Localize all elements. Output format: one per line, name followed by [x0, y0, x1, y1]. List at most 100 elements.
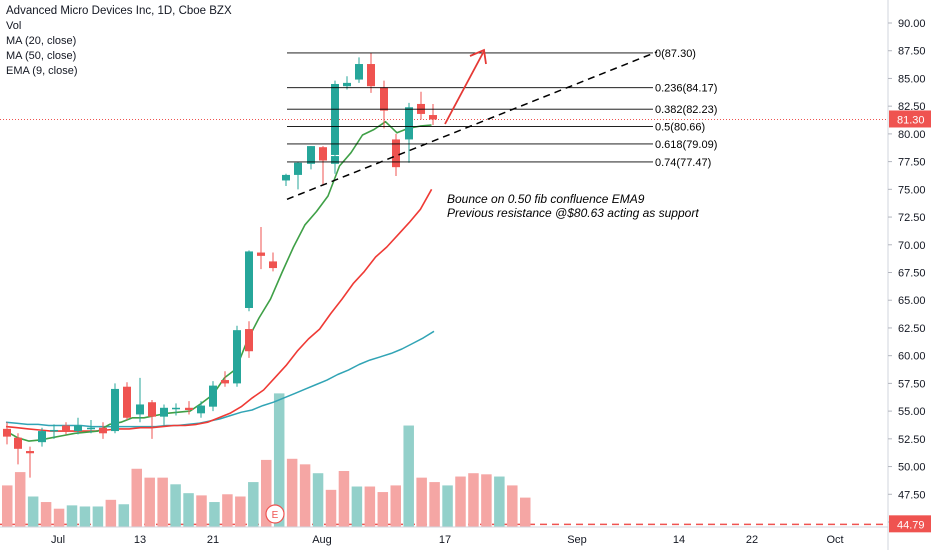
candle[interactable] [136, 377, 144, 423]
volume-bar [325, 489, 337, 527]
candle-body [62, 425, 70, 432]
candle[interactable] [269, 252, 277, 272]
candle[interactable] [123, 382, 131, 420]
candle[interactable] [62, 422, 70, 435]
indicator-ema9[interactable]: EMA (9, close) [6, 65, 78, 77]
volume-bar [312, 473, 324, 527]
candle-body [257, 252, 265, 256]
candle[interactable] [257, 227, 265, 270]
ema9-line [5, 120, 432, 442]
candle-body [74, 425, 82, 432]
candle-body [355, 64, 363, 80]
price-tick-label: 90.00 [898, 18, 926, 30]
candle[interactable] [307, 146, 315, 170]
candle-body [3, 428, 11, 437]
candle-body [269, 261, 277, 269]
price-tick-label: 47.50 [898, 489, 926, 501]
candle-body [172, 407, 180, 410]
volume-bar [377, 492, 389, 527]
time-tick-label: 17 [439, 534, 451, 546]
fib-level-label: 0(87.30) [655, 48, 696, 60]
volume-bar [105, 499, 117, 527]
volume-bar [351, 486, 363, 527]
candle[interactable] [50, 424, 58, 439]
time-axis[interactable]: Jul 13 21 Aug 17 Sep 14 22 Oct [0, 526, 888, 546]
price-tick-label: 60.00 [898, 351, 926, 363]
candle[interactable] [367, 52, 375, 93]
indicator-ma20[interactable]: MA (20, close) [6, 35, 77, 47]
candle[interactable] [380, 80, 388, 129]
candle[interactable] [429, 103, 437, 126]
price-tick-label: 87.50 [898, 46, 926, 58]
fibonacci-retracement[interactable]: 0(87.30) 0.236(84.17) 0.382(82.23) 0.5(80.6… [287, 48, 717, 169]
candle[interactable] [87, 419, 95, 434]
candle[interactable] [392, 133, 400, 177]
candle[interactable] [221, 371, 229, 387]
moving-averages [5, 120, 435, 442]
volume-bar [209, 502, 220, 527]
candle-body [405, 107, 413, 140]
low-price-tag-text: 44.79 [897, 519, 925, 531]
candle[interactable] [38, 427, 46, 447]
candle-body [87, 427, 95, 430]
indicator-ma50[interactable]: MA (50, close) [6, 50, 77, 62]
arrow-head-icon[interactable] [469, 48, 487, 65]
candle[interactable] [99, 422, 107, 439]
indicator-vol[interactable]: Vol [6, 20, 22, 32]
last-price-tag: 81.30 [889, 110, 931, 128]
candle-body [209, 385, 217, 407]
candle-body [367, 64, 375, 87]
volume-bar [248, 482, 259, 527]
price-tick-label: 52.50 [898, 434, 926, 446]
candle[interactable] [405, 102, 413, 163]
candle[interactable] [3, 422, 11, 445]
candle[interactable] [172, 403, 180, 416]
candle-body [197, 405, 205, 414]
price-tick-label: 77.50 [898, 157, 926, 169]
candle[interactable] [26, 446, 34, 478]
volume-bar [403, 425, 414, 527]
candle[interactable] [245, 321, 253, 358]
price-tick-label: 75.00 [898, 184, 926, 196]
candlesticks[interactable] [3, 52, 437, 478]
candle[interactable] [197, 401, 205, 418]
candle[interactable] [74, 417, 82, 435]
candle[interactable] [417, 91, 425, 120]
symbol-title[interactable]: Advanced Micro Devices Inc, 1D, Cboe BZX [6, 5, 232, 17]
time-tick-label: Sep [567, 534, 587, 546]
candle[interactable] [111, 383, 119, 434]
candle-body [148, 402, 156, 417]
earnings-marker-circle[interactable] [265, 504, 285, 524]
volume-bar [14, 472, 26, 527]
volume-bar [222, 494, 233, 527]
earnings-marker[interactable]: E [265, 504, 285, 524]
candle[interactable] [294, 161, 302, 190]
time-tick-label: Jul [51, 534, 65, 546]
volume-bar [338, 470, 350, 527]
dashed-trendline[interactable] [286, 51, 658, 201]
candle[interactable] [245, 250, 253, 312]
drawings[interactable] [286, 48, 658, 201]
candle[interactable] [282, 173, 290, 187]
price-tick-label: 57.50 [898, 378, 926, 390]
candle[interactable] [233, 325, 241, 387]
candle[interactable] [14, 433, 22, 465]
candle[interactable] [160, 404, 168, 426]
candle[interactable] [209, 381, 217, 412]
candle[interactable] [319, 146, 327, 185]
price-tick-label: 67.50 [898, 268, 926, 280]
price-axis[interactable]: 90.00 87.50 85.00 82.50 80.00 77.50 75.00 72.50… [887, 0, 931, 550]
volume-bar [507, 485, 518, 527]
candle-body [343, 82, 351, 87]
volume-bars: E [2, 393, 531, 527]
candle[interactable] [355, 57, 363, 83]
candle[interactable] [331, 80, 339, 160]
price-tick-label: 72.50 [898, 212, 926, 224]
candle[interactable] [185, 401, 193, 415]
volume-bar [299, 464, 311, 527]
candle[interactable] [148, 400, 156, 439]
price-tick-label: 55.00 [898, 406, 926, 418]
candle-body [331, 156, 339, 164]
arrow-line[interactable] [444, 50, 485, 125]
